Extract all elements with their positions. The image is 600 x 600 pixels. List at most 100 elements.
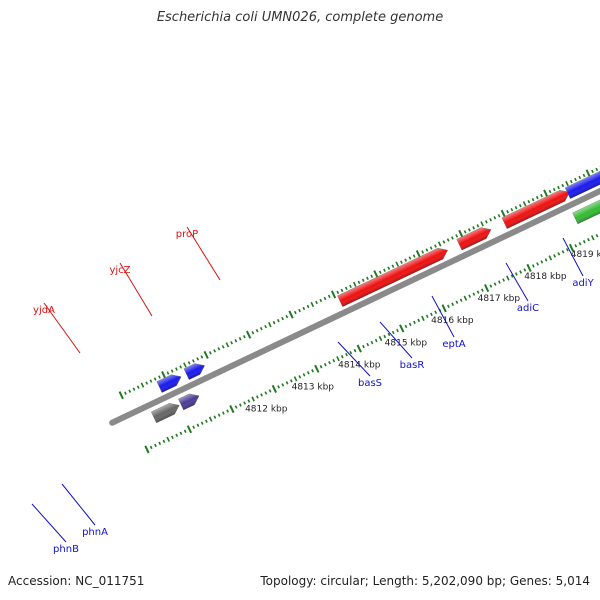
tick-mark: [459, 298, 463, 302]
tick-mark: [315, 300, 318, 305]
tick-mark: [481, 288, 484, 292]
tick-mark: [595, 167, 599, 172]
tick-mark: [285, 381, 289, 385]
tick-mark: [553, 254, 556, 258]
tick-mark: [531, 264, 535, 268]
tick-mark: [251, 396, 255, 402]
tick-mark: [463, 295, 468, 301]
tick-mark: [145, 381, 149, 385]
tick-mark: [502, 278, 505, 282]
tick-mark: [302, 306, 306, 311]
tick-mark: [582, 173, 586, 178]
tick-mark: [370, 274, 374, 278]
tick-mark: [149, 445, 153, 450]
scale-label: 4817 kbp: [478, 294, 521, 304]
yjcZ-label[interactable]: yjcZ: [109, 265, 130, 276]
tick-mark: [412, 254, 416, 258]
tick-mark: [421, 315, 425, 321]
tick-mark: [332, 358, 336, 363]
tick-mark: [587, 238, 590, 242]
tick-mark: [171, 435, 174, 440]
scale-label: 4815 kbp: [385, 338, 428, 348]
topology-text: Topology: circular; Length: 5,202,090 bp…: [260, 574, 590, 588]
tick-mark: [234, 339, 238, 343]
basS-leader-line: [337, 341, 371, 377]
tick-mark: [540, 193, 543, 198]
tick-mark: [362, 344, 365, 349]
tick-mark: [387, 266, 391, 270]
tick-mark: [234, 405, 238, 409]
phnA-label[interactable]: phnA: [82, 527, 108, 538]
tick-mark: [255, 395, 259, 399]
tick-mark: [217, 413, 221, 417]
tick-mark: [396, 328, 399, 333]
tick-mark: [476, 290, 480, 294]
phnB-label[interactable]: phnB: [53, 544, 79, 555]
tick-mark: [429, 246, 433, 250]
tick-mark: [242, 335, 246, 339]
tick-mark: [260, 393, 263, 397]
tick-mark: [523, 268, 527, 272]
basS-label[interactable]: basS: [358, 378, 382, 389]
tick-mark: [319, 365, 323, 369]
tick-mark: [489, 284, 493, 288]
eptA-label[interactable]: eptA: [442, 339, 465, 350]
tick-mark: [205, 419, 208, 423]
tick-mark: [434, 244, 437, 248]
tick-mark: [425, 248, 429, 252]
proP-label[interactable]: proP: [176, 229, 198, 240]
yjdA-label[interactable]: yjdA: [33, 305, 55, 316]
tick-mark: [356, 344, 362, 353]
tick-mark: [276, 318, 280, 323]
scale-label: 4816 kbp: [431, 316, 474, 326]
tick-mark: [166, 371, 170, 375]
tick-mark: [314, 364, 320, 373]
outer-tick-track: [118, 165, 600, 400]
tick-mark: [548, 255, 553, 261]
tick-mark: [136, 385, 140, 389]
tick-mark: [264, 391, 268, 395]
tick-mark: [493, 216, 497, 220]
tick-mark: [510, 274, 514, 278]
tick-mark: [170, 369, 174, 373]
adiC-leader-line: [505, 262, 529, 302]
tick-mark: [238, 337, 242, 341]
tick-mark: [366, 276, 369, 280]
tick-mark: [417, 318, 421, 323]
tick-mark: [455, 300, 459, 304]
tick-mark: [383, 334, 387, 339]
tick-mark: [510, 208, 514, 212]
tick-mark: [336, 356, 340, 362]
tick-mark: [361, 278, 365, 282]
tick-mark: [118, 391, 124, 400]
adiC-label[interactable]: adiC: [517, 303, 539, 314]
phnA-gene[interactable]: [178, 390, 201, 411]
adiY-label[interactable]: adiY: [572, 278, 594, 289]
tick-mark: [293, 310, 297, 315]
tick-mark: [374, 338, 378, 343]
tick-mark: [590, 235, 595, 241]
tick-mark: [200, 421, 204, 425]
tick-mark: [446, 238, 450, 242]
tick-mark: [451, 302, 455, 306]
tick-mark: [203, 350, 209, 359]
tick-mark: [175, 367, 178, 371]
tick-mark: [311, 369, 314, 373]
tick-mark: [497, 214, 501, 218]
tick-mark: [281, 383, 285, 387]
tick-mark: [154, 443, 157, 448]
tick-mark: [268, 389, 272, 393]
tick-mark: [565, 180, 569, 187]
tick-mark: [535, 195, 539, 200]
basR-leader-line: [379, 321, 413, 359]
tick-mark: [327, 294, 331, 299]
tick-mark: [506, 210, 509, 214]
tick-mark: [451, 236, 454, 240]
tick-mark: [514, 272, 518, 276]
tick-mark: [476, 224, 480, 228]
basR-label[interactable]: basR: [400, 360, 425, 371]
tick-mark: [536, 262, 539, 266]
tick-mark: [370, 340, 374, 345]
tick-mark: [213, 349, 217, 353]
